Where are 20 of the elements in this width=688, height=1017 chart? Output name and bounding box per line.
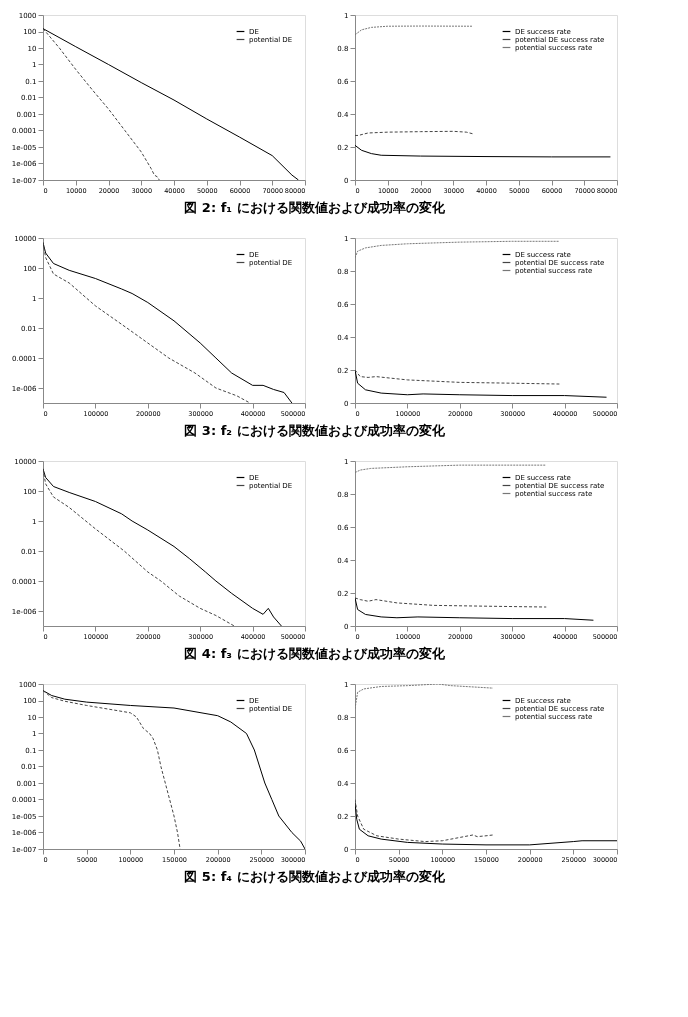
- line-series: [355, 464, 547, 474]
- line-series: [355, 597, 594, 621]
- line-series: [355, 684, 494, 710]
- caption: 図 4: f₃ における関数値および成功率の変化: [184, 646, 446, 661]
- caption: 図 5: f₄ における関数値および成功率の変化: [184, 869, 446, 884]
- line-series: [43, 690, 181, 849]
- line-series: [355, 799, 494, 843]
- line-series: [43, 28, 160, 180]
- line-series: [355, 597, 547, 608]
- caption: 図 3: f₂ における関数値および成功率の変化: [184, 423, 446, 438]
- line-series: [355, 802, 617, 846]
- line-series: [43, 242, 251, 403]
- line-series: [355, 369, 560, 385]
- line-series: [43, 28, 299, 180]
- line-series: [355, 25, 474, 36]
- line-series: [355, 369, 608, 398]
- caption: 図 2: f₁ における関数値および成功率の変化: [184, 200, 446, 215]
- line-series: [355, 144, 611, 158]
- line-series: [43, 242, 293, 403]
- line-series: [43, 468, 235, 626]
